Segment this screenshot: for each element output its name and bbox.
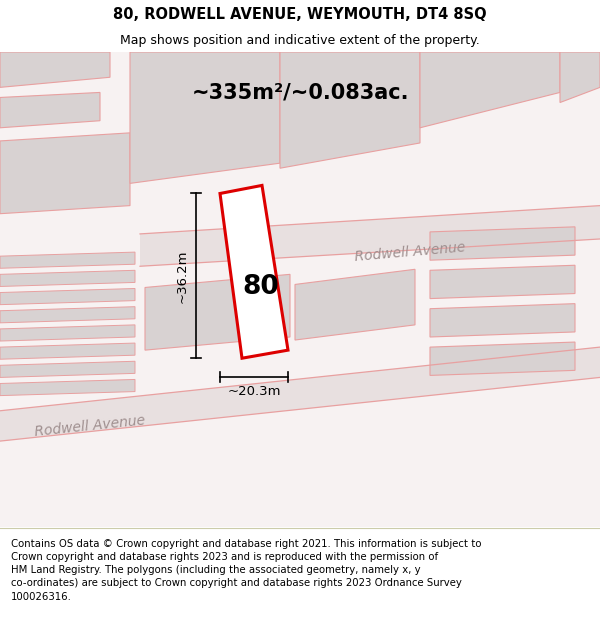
- Polygon shape: [130, 52, 280, 183]
- Text: Map shows position and indicative extent of the property.: Map shows position and indicative extent…: [120, 34, 480, 47]
- Polygon shape: [0, 307, 135, 323]
- Text: Rodwell Avenue: Rodwell Avenue: [34, 413, 146, 439]
- Polygon shape: [0, 52, 600, 527]
- Polygon shape: [295, 269, 415, 340]
- Text: Rodwell Avenue: Rodwell Avenue: [354, 240, 466, 264]
- Polygon shape: [0, 133, 130, 214]
- Polygon shape: [430, 227, 575, 260]
- Polygon shape: [220, 186, 288, 358]
- Polygon shape: [0, 379, 135, 396]
- Text: ~36.2m: ~36.2m: [176, 249, 188, 302]
- Polygon shape: [140, 206, 600, 266]
- Polygon shape: [0, 343, 135, 359]
- Text: Contains OS data © Crown copyright and database right 2021. This information is : Contains OS data © Crown copyright and d…: [11, 539, 481, 601]
- Polygon shape: [145, 274, 290, 350]
- Polygon shape: [280, 52, 420, 168]
- Text: ~20.3m: ~20.3m: [227, 385, 281, 398]
- Polygon shape: [0, 92, 100, 128]
- Text: 80: 80: [242, 274, 280, 300]
- Polygon shape: [0, 361, 135, 378]
- Polygon shape: [420, 52, 560, 127]
- Polygon shape: [0, 52, 110, 88]
- Polygon shape: [430, 304, 575, 337]
- Text: ~335m²/~0.083ac.: ~335m²/~0.083ac.: [191, 82, 409, 102]
- Polygon shape: [0, 325, 135, 341]
- Text: 80, RODWELL AVENUE, WEYMOUTH, DT4 8SQ: 80, RODWELL AVENUE, WEYMOUTH, DT4 8SQ: [113, 7, 487, 22]
- Polygon shape: [0, 270, 135, 286]
- Polygon shape: [560, 52, 600, 102]
- Polygon shape: [0, 252, 135, 268]
- Polygon shape: [430, 265, 575, 299]
- Polygon shape: [0, 289, 135, 304]
- Polygon shape: [0, 347, 600, 441]
- Polygon shape: [430, 342, 575, 376]
